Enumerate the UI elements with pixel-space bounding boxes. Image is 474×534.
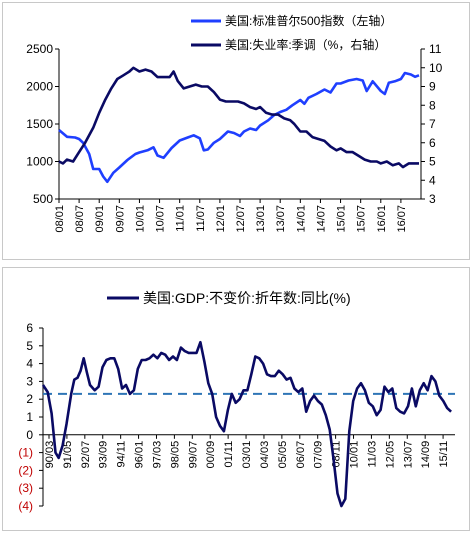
legend-label-gdp: 美国:GDP:不变价:折年数:同比(%) [143,290,351,306]
x-tick-label: 12/07 [235,205,247,233]
chart2-series [41,340,455,508]
x-tick-label: 03/01 [241,441,253,469]
left-y-tick-label: 500 [33,192,53,206]
right-y-tick-label: 6 [429,136,436,150]
x-tick-label: 13/07 [275,205,287,233]
sp500-unemployment-chart-panel: 美国:标准普尔500指数（左轴） 美国:失业率:季调（%，右轴） 500 1000… [2,2,470,260]
y-tick-label: 4 [26,357,33,371]
x-tick-label: 15/11 [438,441,450,468]
x-tick-label: 13/07 [402,441,414,469]
right-y-tick-label: 4 [429,173,436,187]
x-tick-label: 14/09 [420,441,432,469]
right-y-tick-label: 7 [429,117,436,131]
unemployment-series-line [58,66,419,169]
y-tick-label: (3) [18,481,33,495]
x-tick-label: 94/11 [116,441,128,468]
y-tick-label: 0 [26,428,33,442]
gdp-series-line [41,340,452,508]
x-tick-label: 09/01 [94,205,106,233]
chart2-legend: 美国:GDP:不变价:折年数:同比(%) [107,290,351,306]
y-tick-label: 1 [26,410,33,424]
x-tick-label: 08/07 [74,205,86,233]
x-tick-label: 14/07 [315,205,327,233]
y-tick-label: (1) [18,446,33,460]
x-tick-label: 93/09 [98,441,110,469]
left-y-tick-label: 2000 [26,80,53,94]
sp500-unemployment-chart: 美国:标准普尔500指数（左轴） 美国:失业率:季调（%，右轴） 500 1000… [26,13,442,233]
x-tick-label: 15/01 [336,205,348,233]
right-y-tick-label: 11 [429,42,442,56]
x-tick-label: 11/03 [366,441,378,468]
left-y-tick-label: 2500 [26,42,53,56]
sp500-series-line [58,71,420,184]
x-tick-label: 07/09 [313,441,325,469]
x-tick-label: 12/05 [384,441,396,469]
x-tick-label: 08/01 [54,205,66,233]
right-y-tick-label: 10 [429,61,443,75]
left-y-tick-label: 1000 [26,155,53,169]
y-tick-label: 5 [26,339,33,353]
chart1-legend: 美国:标准普尔500指数（左轴） 美国:失业率:季调（%，右轴） [191,13,392,52]
x-tick-label: 90/03 [44,441,56,469]
x-tick-label: 09/07 [114,205,126,233]
chart1-series [58,66,420,184]
right-y-tick-label: 8 [429,98,436,112]
left-y-tick-label: 1500 [26,117,53,131]
x-tick-label: 00/09 [205,441,217,469]
y-tick-label: (4) [18,499,33,513]
x-tick-label: 92/07 [80,441,92,469]
x-tick-label: 96/01 [134,441,146,469]
legend-label-sp500: 美国:标准普尔500指数（左轴） [225,13,392,28]
x-tick-label: 98/05 [169,441,181,469]
x-tick-label: 13/01 [255,205,267,233]
right-y-tick-label: 9 [429,80,436,94]
x-tick-label: 16/01 [376,205,388,233]
x-tick-label: 14/01 [295,205,307,233]
y-tick-label: 3 [26,374,33,388]
us-gdp-growth-chart: 美国:GDP:不变价:折年数:同比(%) 6 5 4 3 2 1 0 (1) (2) (3) (4)… [18,290,455,513]
x-tick-label: 06/07 [295,441,307,469]
right-y-tick-label: 5 [429,155,436,169]
x-tick-label: 15/07 [356,205,368,233]
x-tick-label: 10/07 [155,205,167,233]
x-tick-label: 99/07 [187,441,199,469]
y-tick-label: 2 [26,392,33,406]
chart1-axes: 500 1000 1500 2000 2500 3 4 5 6 7 8 9 10 11 08/01 08/07… [26,42,442,233]
right-y-tick-label: 3 [429,192,436,206]
x-tick-label: 11/01 [175,205,187,232]
x-tick-label: 12/01 [215,205,227,233]
x-tick-label: 01/11 [223,441,235,468]
x-tick-label: 05/05 [277,441,289,469]
x-tick-label: 97/03 [151,441,163,469]
x-tick-label: 04/03 [259,441,271,469]
x-tick-label: 11/07 [195,205,207,232]
chart2-axes: 6 5 4 3 2 1 0 (1) (2) (3) (4) 90/03 91/05 92/07 93/09 9… [18,321,455,513]
x-tick-label: 16/07 [396,205,408,233]
x-tick-label: 10/01 [134,205,146,233]
us-gdp-growth-chart-panel: 美国:GDP:不变价:折年数:同比(%) 6 5 4 3 2 1 0 (1) (2) (3) (4)… [2,267,470,531]
y-tick-label: 6 [26,321,33,335]
y-tick-label: (2) [18,463,33,477]
x-tick-label: 91/05 [62,441,74,469]
x-tick-label: 10/01 [349,441,361,469]
legend-label-unemployment: 美国:失业率:季调（%，右轴） [225,37,386,52]
